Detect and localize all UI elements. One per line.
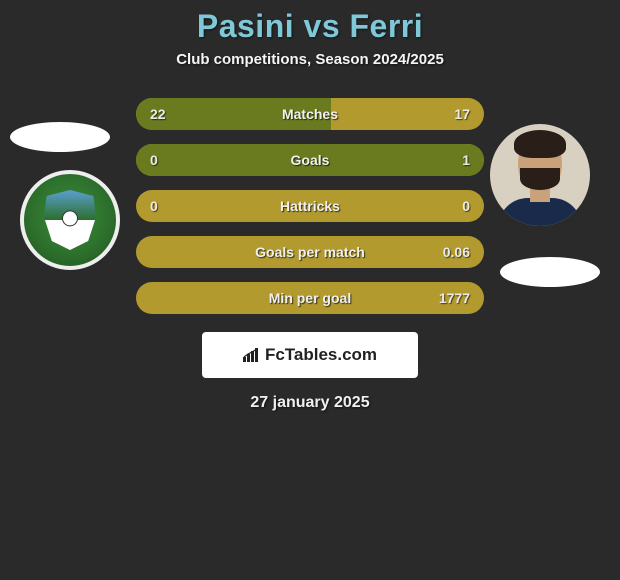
right-player-photo — [490, 124, 590, 226]
stats-block: 22Matches170Goals10Hattricks0Goals per m… — [136, 98, 484, 314]
stat-row: Goals per match0.06 — [136, 236, 484, 268]
bar-chart-icon — [243, 348, 261, 362]
date-text: 27 january 2025 — [0, 394, 620, 412]
stat-row: Min per goal1777 — [136, 282, 484, 314]
left-club-badge — [20, 170, 120, 270]
stat-label: Goals per match — [136, 244, 484, 260]
ball-icon — [62, 210, 78, 226]
stat-row: 0Hattricks0 — [136, 190, 484, 222]
brand-text: FcTables.com — [265, 345, 377, 365]
brand-badge[interactable]: FcTables.com — [202, 332, 418, 378]
stat-value-right: 0 — [462, 198, 470, 214]
shield-icon — [44, 190, 96, 250]
stat-value-right: 0.06 — [443, 244, 470, 260]
stat-value-right: 17 — [454, 106, 470, 122]
right-player-flag — [500, 257, 600, 287]
left-player-flag — [10, 122, 110, 152]
stat-row: 0Goals1 — [136, 144, 484, 176]
stat-label: Goals — [136, 152, 484, 168]
subtitle: Club competitions, Season 2024/2025 — [0, 51, 620, 68]
stat-label: Hattricks — [136, 198, 484, 214]
stat-row: 22Matches17 — [136, 98, 484, 130]
stat-value-right: 1 — [462, 152, 470, 168]
page-title: Pasini vs Ferri — [0, 8, 620, 45]
stat-label: Matches — [136, 106, 484, 122]
stat-label: Min per goal — [136, 290, 484, 306]
stat-value-right: 1777 — [439, 290, 470, 306]
